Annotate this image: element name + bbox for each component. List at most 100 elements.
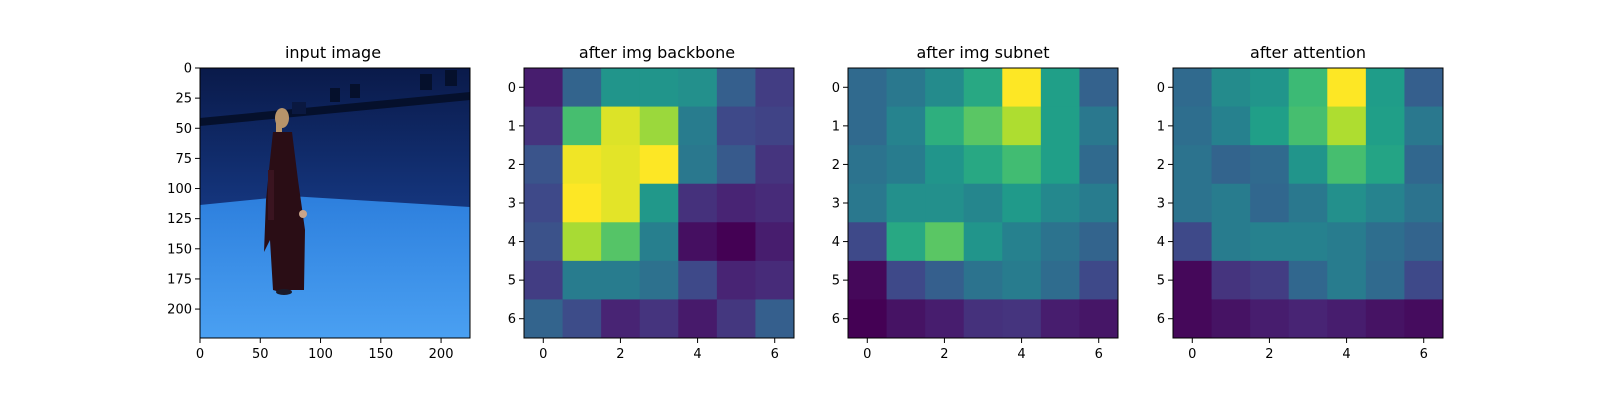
heatmap-cell — [1365, 260, 1405, 300]
heatmap-cell — [562, 106, 602, 146]
heatmap-cell — [678, 106, 718, 146]
heatmap-cell — [601, 222, 641, 262]
heatmap-cell — [848, 222, 888, 262]
panel-title: after img subnet — [916, 43, 1049, 62]
heatmap-cell — [562, 222, 602, 262]
heatmap-cell — [925, 260, 965, 300]
heatmap-cells — [524, 68, 795, 339]
heatmap-cell — [848, 145, 888, 185]
heatmap-cell — [755, 106, 795, 146]
heatmap-cell — [1404, 299, 1444, 339]
heatmap-cell — [1365, 299, 1405, 339]
light-fixture — [445, 70, 457, 86]
heatmap-cell — [716, 145, 756, 185]
tick-label: 3 — [832, 197, 840, 212]
heatmap-cell — [1173, 68, 1213, 108]
heatmap-cell — [963, 260, 1003, 300]
heatmap-cell — [1211, 183, 1251, 223]
heatmap-cell — [1288, 260, 1328, 300]
tick-label: 100 — [167, 182, 192, 197]
heatmap-cell — [524, 106, 564, 146]
heatmap-cell — [1211, 68, 1251, 108]
heatmap-cell — [1250, 106, 1290, 146]
tick-label: 0 — [539, 347, 547, 362]
heatmap-cell — [716, 68, 756, 108]
heatmap-cell — [1327, 145, 1367, 185]
heatmap-cell — [639, 299, 679, 339]
heatmap-cell — [639, 145, 679, 185]
heatmap-cell — [1173, 299, 1213, 339]
heatmap-cell — [524, 68, 564, 108]
heatmap-cell — [1002, 106, 1042, 146]
heatmap-cell — [1288, 68, 1328, 108]
heatmap-cell — [1173, 222, 1213, 262]
heatmap-cell — [1404, 106, 1444, 146]
heatmap-cell — [1211, 299, 1251, 339]
tick-label: 5 — [508, 274, 516, 289]
truss-rig — [200, 92, 470, 126]
heatmap-cell — [601, 260, 641, 300]
tick-label: 6 — [771, 347, 779, 362]
heatmap-cell — [1404, 145, 1444, 185]
heatmap-cell — [1040, 222, 1080, 262]
heatmap-cell — [678, 299, 718, 339]
heatmap-cell — [1002, 299, 1042, 339]
tick-label: 50 — [175, 122, 192, 137]
heatmap-cell — [963, 68, 1003, 108]
heatmap-cell — [1288, 299, 1328, 339]
tick-label: 2 — [508, 158, 516, 173]
tick-label: 100 — [308, 347, 333, 362]
heatmap-cell — [601, 145, 641, 185]
tick-label: 0 — [832, 81, 840, 96]
heatmap-cell — [886, 68, 926, 108]
heatmap-cell — [562, 68, 602, 108]
panel-after-img-backbone: after img backbone 0 2 4 6 0 1 2 3 4 5 6 — [508, 43, 795, 362]
heatmap-cell — [963, 299, 1003, 339]
tick-label: 5 — [1157, 274, 1165, 289]
heatmap-cell — [886, 222, 926, 262]
heatmap-cell — [963, 145, 1003, 185]
heatmap-cell — [963, 183, 1003, 223]
heatmap-cell — [1040, 106, 1080, 146]
heatmap-cell — [1040, 68, 1080, 108]
heatmap-cell — [716, 222, 756, 262]
heatmap-cell — [524, 222, 564, 262]
heatmap-cell — [755, 68, 795, 108]
tick-label: 6 — [1157, 312, 1165, 327]
heatmap-cell — [1250, 260, 1290, 300]
heatmap-cell — [1288, 222, 1328, 262]
heatmap-cell — [1002, 68, 1042, 108]
heatmap-cell — [925, 222, 965, 262]
input-image — [199, 67, 471, 339]
tick-label: 200 — [429, 347, 454, 362]
tick-label: 150 — [368, 347, 393, 362]
heatmap-cell — [925, 299, 965, 339]
heatmap-cell — [562, 145, 602, 185]
axis-ticks: 0 2 4 6 0 1 2 3 4 5 6 — [508, 81, 779, 362]
tick-label: 0 — [863, 347, 871, 362]
tick-label: 4 — [1342, 347, 1350, 362]
heatmap-cell — [639, 106, 679, 146]
heatmap-cell — [524, 260, 564, 300]
heatmap-cell — [1211, 145, 1251, 185]
tick-label: 1 — [508, 119, 516, 134]
tick-label: 5 — [832, 274, 840, 289]
tick-label: 4 — [693, 347, 701, 362]
heatmap-cell — [1250, 222, 1290, 262]
heatmap-cell — [1327, 222, 1367, 262]
heatmap-cell — [716, 106, 756, 146]
tick-label: 6 — [1095, 347, 1103, 362]
heatmap-cell — [755, 222, 795, 262]
heatmap-cell — [1327, 299, 1367, 339]
heatmap-cell — [755, 145, 795, 185]
tick-label: 0 — [508, 81, 516, 96]
heatmap-cell — [1250, 183, 1290, 223]
heatmap-cell — [1404, 260, 1444, 300]
tick-label: 3 — [1157, 197, 1165, 212]
heatmap-cell — [1040, 145, 1080, 185]
heatmap-cell — [562, 183, 602, 223]
tick-label: 1 — [1157, 119, 1165, 134]
heatmap-cell — [886, 299, 926, 339]
axes-frame — [199, 67, 471, 339]
